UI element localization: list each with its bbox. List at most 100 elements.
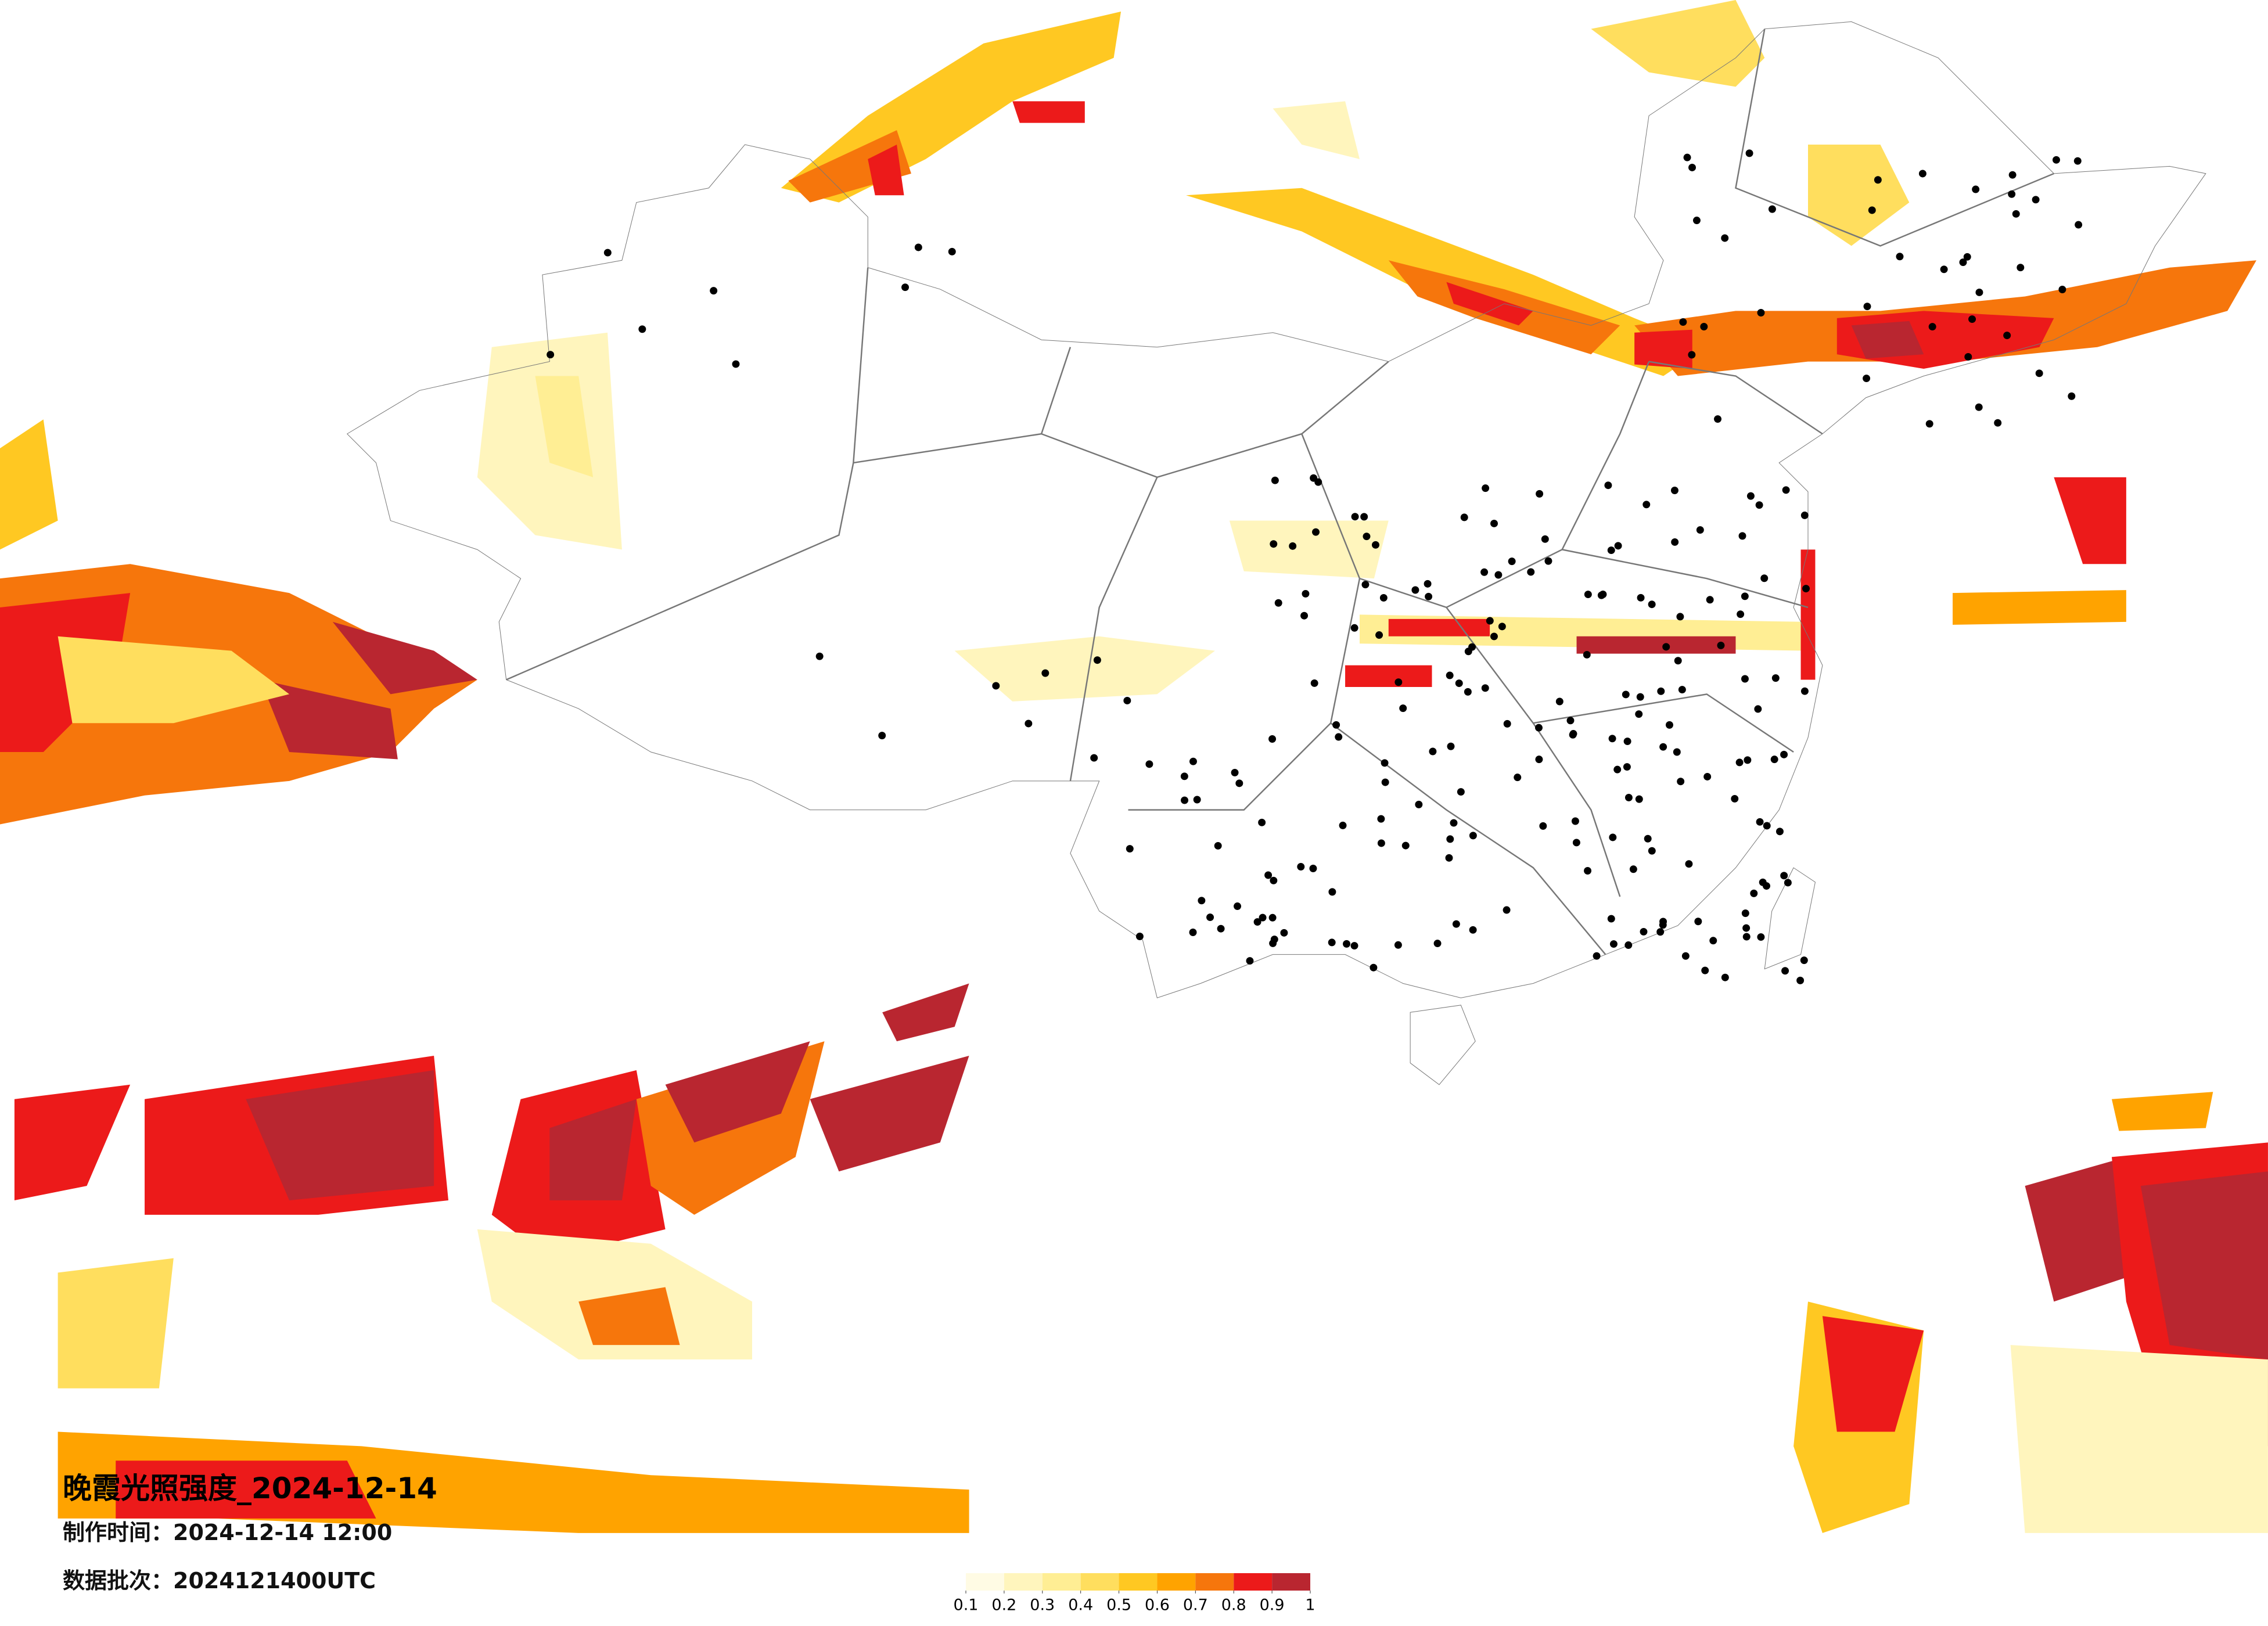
city-dot <box>710 287 718 295</box>
city-dot <box>1411 586 1419 594</box>
city-dot <box>1709 937 1717 945</box>
city-dot <box>1599 591 1607 598</box>
city-dot <box>2017 264 2025 272</box>
city-dot <box>1677 778 1685 786</box>
city-dot <box>1415 800 1423 808</box>
city-dot <box>1755 501 1763 509</box>
city-dot <box>1940 265 1948 274</box>
city-dot <box>1312 528 1320 536</box>
city-dot <box>1721 234 1729 242</box>
city-dot <box>1742 924 1751 932</box>
city-dot <box>1535 724 1543 732</box>
colorbar-bin <box>1080 1573 1119 1591</box>
map-title: 晚霞光照强度_2024-12-14 <box>63 1472 437 1505</box>
colorbar-bin <box>1157 1573 1196 1591</box>
city-dot <box>1896 253 1904 261</box>
city-dot <box>732 360 740 368</box>
city-dot <box>1604 481 1612 490</box>
city-dot <box>1629 865 1637 873</box>
city-dot <box>1394 941 1402 949</box>
city-dot <box>1635 710 1643 718</box>
city-dot <box>948 247 956 256</box>
city-dot <box>1636 693 1644 701</box>
city-dot <box>1874 176 1882 184</box>
city-dot <box>1694 918 1702 926</box>
city-dot <box>1381 759 1389 767</box>
city-dot <box>1614 542 1622 550</box>
city-dot <box>1486 617 1494 625</box>
city-dot <box>1126 845 1134 853</box>
city-dot <box>1490 519 1498 527</box>
city-dot <box>1270 540 1278 548</box>
colorbar-bin <box>966 1573 1004 1591</box>
city-dot <box>1925 420 1933 428</box>
city-dot <box>1717 641 1725 649</box>
city-dot <box>1741 909 1749 918</box>
city-dot <box>1090 754 1098 762</box>
city-dot <box>1613 765 1622 774</box>
city-dot <box>1673 748 1681 756</box>
city-dot <box>1350 942 1358 950</box>
city-dot <box>1644 834 1652 843</box>
city-dot <box>2073 157 2082 165</box>
city-dot <box>2035 369 2043 377</box>
city-dot <box>1775 828 1784 836</box>
colorbar-tick-label: 0.4 <box>1068 1596 1093 1614</box>
city-dot <box>1741 592 1749 600</box>
city-dot <box>1584 867 1592 875</box>
city-dot <box>1657 687 1665 695</box>
city-dot <box>1268 913 1277 922</box>
city-dot <box>1648 600 1656 609</box>
city-dot <box>1363 533 1371 541</box>
city-dot <box>1624 793 1633 801</box>
city-dot <box>1771 674 1780 682</box>
city-dot <box>1681 952 1690 960</box>
city-dot <box>1868 206 1876 214</box>
city-dot <box>1445 854 1453 862</box>
city-dot <box>1735 758 1744 767</box>
colorbar-tick-label: 0.3 <box>1030 1596 1055 1614</box>
city-dot <box>1539 822 1547 830</box>
country-border <box>347 21 2206 998</box>
city-dot <box>1609 833 1617 841</box>
city-dot <box>1968 315 1976 323</box>
city-dot <box>1401 841 1410 850</box>
city-dot <box>1750 889 1758 897</box>
city-dot <box>1259 913 1267 922</box>
city-dot <box>2008 171 2017 179</box>
city-dot <box>1328 888 1336 896</box>
city-dot <box>1535 756 1543 764</box>
city-dot <box>1361 581 1370 589</box>
city-dot <box>1609 940 1618 948</box>
city-dot <box>2058 286 2066 293</box>
city-dot <box>1706 596 1714 604</box>
city-dot <box>1425 592 1433 600</box>
city-dot <box>1802 585 1810 593</box>
city-dot <box>1975 403 1983 411</box>
city-dot <box>1234 902 1242 910</box>
city-dot <box>1863 303 1871 311</box>
city-dot <box>1744 756 1752 764</box>
city-dot <box>1731 794 1739 803</box>
colorbar-tick-label: 0.8 <box>1221 1596 1246 1614</box>
city-dot <box>1343 940 1350 948</box>
city-dot <box>1351 513 1359 521</box>
city-dot <box>1297 863 1305 870</box>
city-dot <box>1964 352 1972 361</box>
city-dot <box>1490 632 1498 641</box>
island-border <box>1764 868 1815 969</box>
colorbar-bin <box>1119 1573 1158 1591</box>
city-dot <box>1381 778 1389 786</box>
city-dot <box>1214 841 1222 850</box>
city-dot <box>1659 921 1667 929</box>
colorbar-tick-label: 0.5 <box>1106 1596 1131 1614</box>
city-dot <box>1339 821 1347 829</box>
city-dot <box>1253 918 1261 926</box>
city-dot <box>1676 613 1684 621</box>
colorbar-bin <box>1272 1573 1310 1591</box>
colorbar-tick-label: 0.2 <box>991 1596 1016 1614</box>
city-dot <box>1757 933 1765 941</box>
colorbar-tick-label: 1 <box>1305 1596 1315 1614</box>
city-dot <box>1674 657 1682 665</box>
city-dot <box>638 325 646 333</box>
